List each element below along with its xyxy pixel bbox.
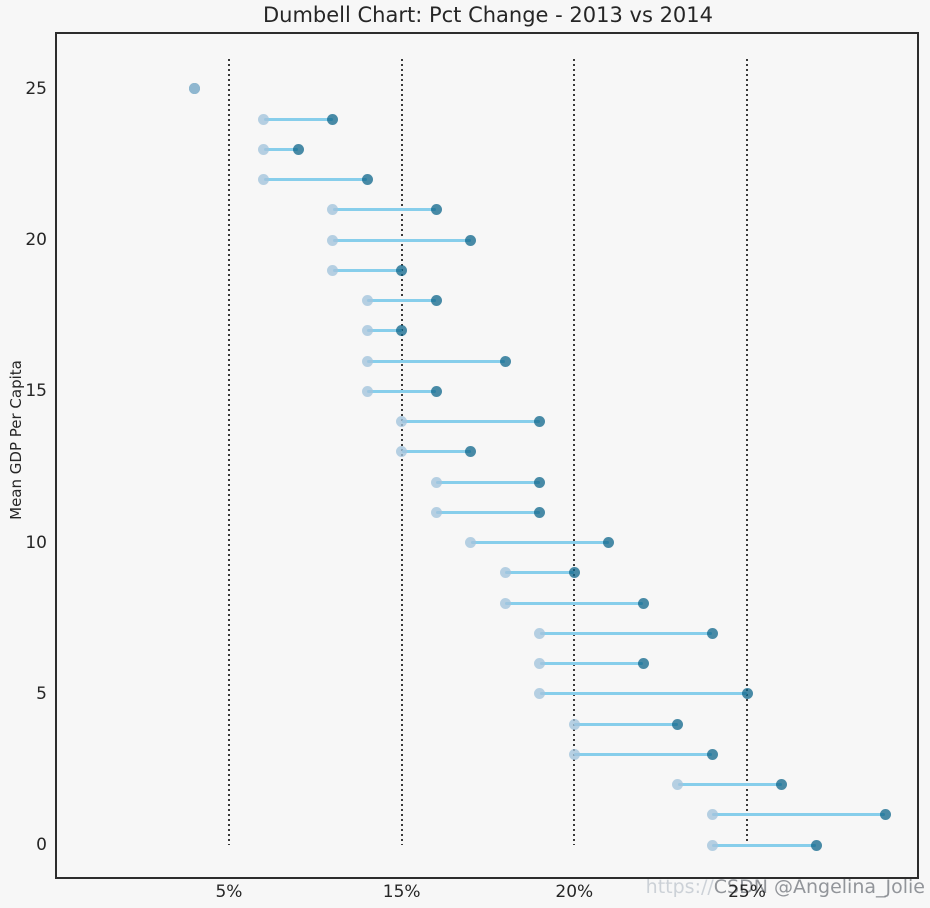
dumbbell-connector-line (677, 783, 782, 787)
dumbbell-connector-line (539, 692, 747, 696)
chart-title: Dumbell Chart: Pct Change - 2013 vs 2014 (262, 3, 714, 27)
dot-pct-2013 (706, 627, 718, 639)
dumbbell-connector-line (436, 480, 540, 484)
dot-pct-2014 (534, 688, 546, 700)
x-tick-label: 5% (215, 882, 243, 902)
dot-pct-2014 (361, 295, 373, 307)
dot-pct-2013 (637, 597, 649, 609)
dumbbell-connector-line (263, 147, 299, 151)
dumbbell-connector-line (712, 843, 817, 847)
dumbbell-connector-line (539, 662, 644, 666)
dot-pct-2014 (706, 809, 718, 821)
y-tick-label: 0 (36, 835, 47, 856)
dot-pct-2014 (568, 718, 580, 730)
plot-area (55, 32, 919, 879)
dumbbell-connector-line (332, 268, 402, 272)
vertical-gridline (573, 58, 576, 846)
dot-pct-2013 (430, 295, 442, 307)
dumbbell-connector-line (367, 359, 506, 363)
dumbbell-connector-line (367, 389, 437, 393)
dot-pct-2013 (741, 688, 753, 700)
dumbbell-connector-line (401, 420, 540, 424)
dot-pct-2013 (534, 476, 546, 488)
y-tick-label: 5 (36, 683, 47, 704)
dot-pct-2013 (465, 234, 477, 246)
dumbbell-connector-line (401, 450, 471, 454)
dot-pct-2013 (534, 416, 546, 428)
vertical-gridline (227, 58, 230, 846)
vertical-gridline (746, 58, 749, 846)
dot-pct-2014 (568, 748, 580, 760)
dot-pct-2013 (430, 385, 442, 397)
dot-pct-2014 (672, 779, 684, 791)
x-tick-label: 20% (555, 882, 594, 902)
y-tick-label: 20 (25, 230, 47, 251)
dot-pct-2014 (534, 627, 546, 639)
y-tick-label: 10 (25, 532, 47, 553)
dot-pct-2014 (706, 839, 718, 851)
dot-pct-2014 (361, 325, 373, 337)
dot-pct-2013 (292, 143, 304, 155)
dot-pct-2014 (327, 204, 339, 216)
dot-pct-2014 (396, 446, 408, 458)
dot-pct-2013 (672, 718, 684, 730)
y-tick-label: 15 (25, 381, 47, 402)
dot-pct-2013 (327, 113, 339, 125)
dumbbell-connector-line (712, 813, 886, 817)
dot-pct-2013 (430, 204, 442, 216)
dot-pct-2014 (499, 567, 511, 579)
dumbbell-connector-line (505, 571, 575, 575)
dot-pct-2013 (603, 537, 615, 549)
dot-pct-2014 (188, 83, 200, 95)
watermark: https://CSDN @Angelina_Jolie (646, 876, 925, 898)
x-tick-label: 15% (382, 882, 421, 902)
dumbbell-connector-line (263, 117, 333, 121)
dumbbell-connector-line (574, 752, 713, 756)
dot-pct-2014 (361, 385, 373, 397)
dumbbell-connector-line (332, 208, 437, 212)
dot-pct-2014 (430, 506, 442, 518)
dumbbell-connector-line (470, 541, 609, 545)
dot-pct-2014 (396, 416, 408, 428)
dot-pct-2014 (499, 597, 511, 609)
dot-pct-2014 (327, 234, 339, 246)
dumbbell-connector-line (367, 329, 402, 333)
dumbbell-connector-line (574, 722, 678, 726)
dot-pct-2014 (258, 174, 270, 186)
dot-pct-2014 (534, 658, 546, 670)
dumbbell-connector-line (436, 510, 540, 514)
x-tick-label: 25% (728, 882, 766, 902)
dot-pct-2013 (637, 658, 649, 670)
dot-pct-2013 (396, 325, 408, 337)
dot-pct-2014 (258, 113, 270, 125)
dot-pct-2014 (430, 476, 442, 488)
dot-pct-2013 (499, 355, 511, 367)
dot-pct-2014 (465, 537, 477, 549)
dumbbell-connector-line (332, 238, 471, 242)
dumbbell-connector-line (539, 631, 713, 635)
dot-pct-2014 (258, 143, 270, 155)
watermark-label: CSDN @Angelina_Jolie (713, 876, 925, 898)
dot-pct-2013 (810, 839, 822, 851)
dot-pct-2014 (361, 355, 373, 367)
y-tick-label: 25 (25, 78, 47, 99)
watermark-url-fragment: https:// (645, 876, 714, 898)
dumbbell-connector-line (367, 299, 437, 303)
dot-pct-2013 (534, 506, 546, 518)
dot-pct-2013 (465, 446, 477, 458)
dot-pct-2013 (361, 174, 373, 186)
dumbbell-connector-line (263, 178, 368, 182)
dot-pct-2014 (327, 264, 339, 276)
dot-pct-2013 (396, 264, 408, 276)
dot-pct-2013 (776, 779, 788, 791)
dot-pct-2013 (879, 809, 891, 821)
dot-pct-2013 (706, 748, 718, 760)
dot-pct-2013 (568, 567, 580, 579)
dumbbell-connector-line (505, 601, 644, 605)
